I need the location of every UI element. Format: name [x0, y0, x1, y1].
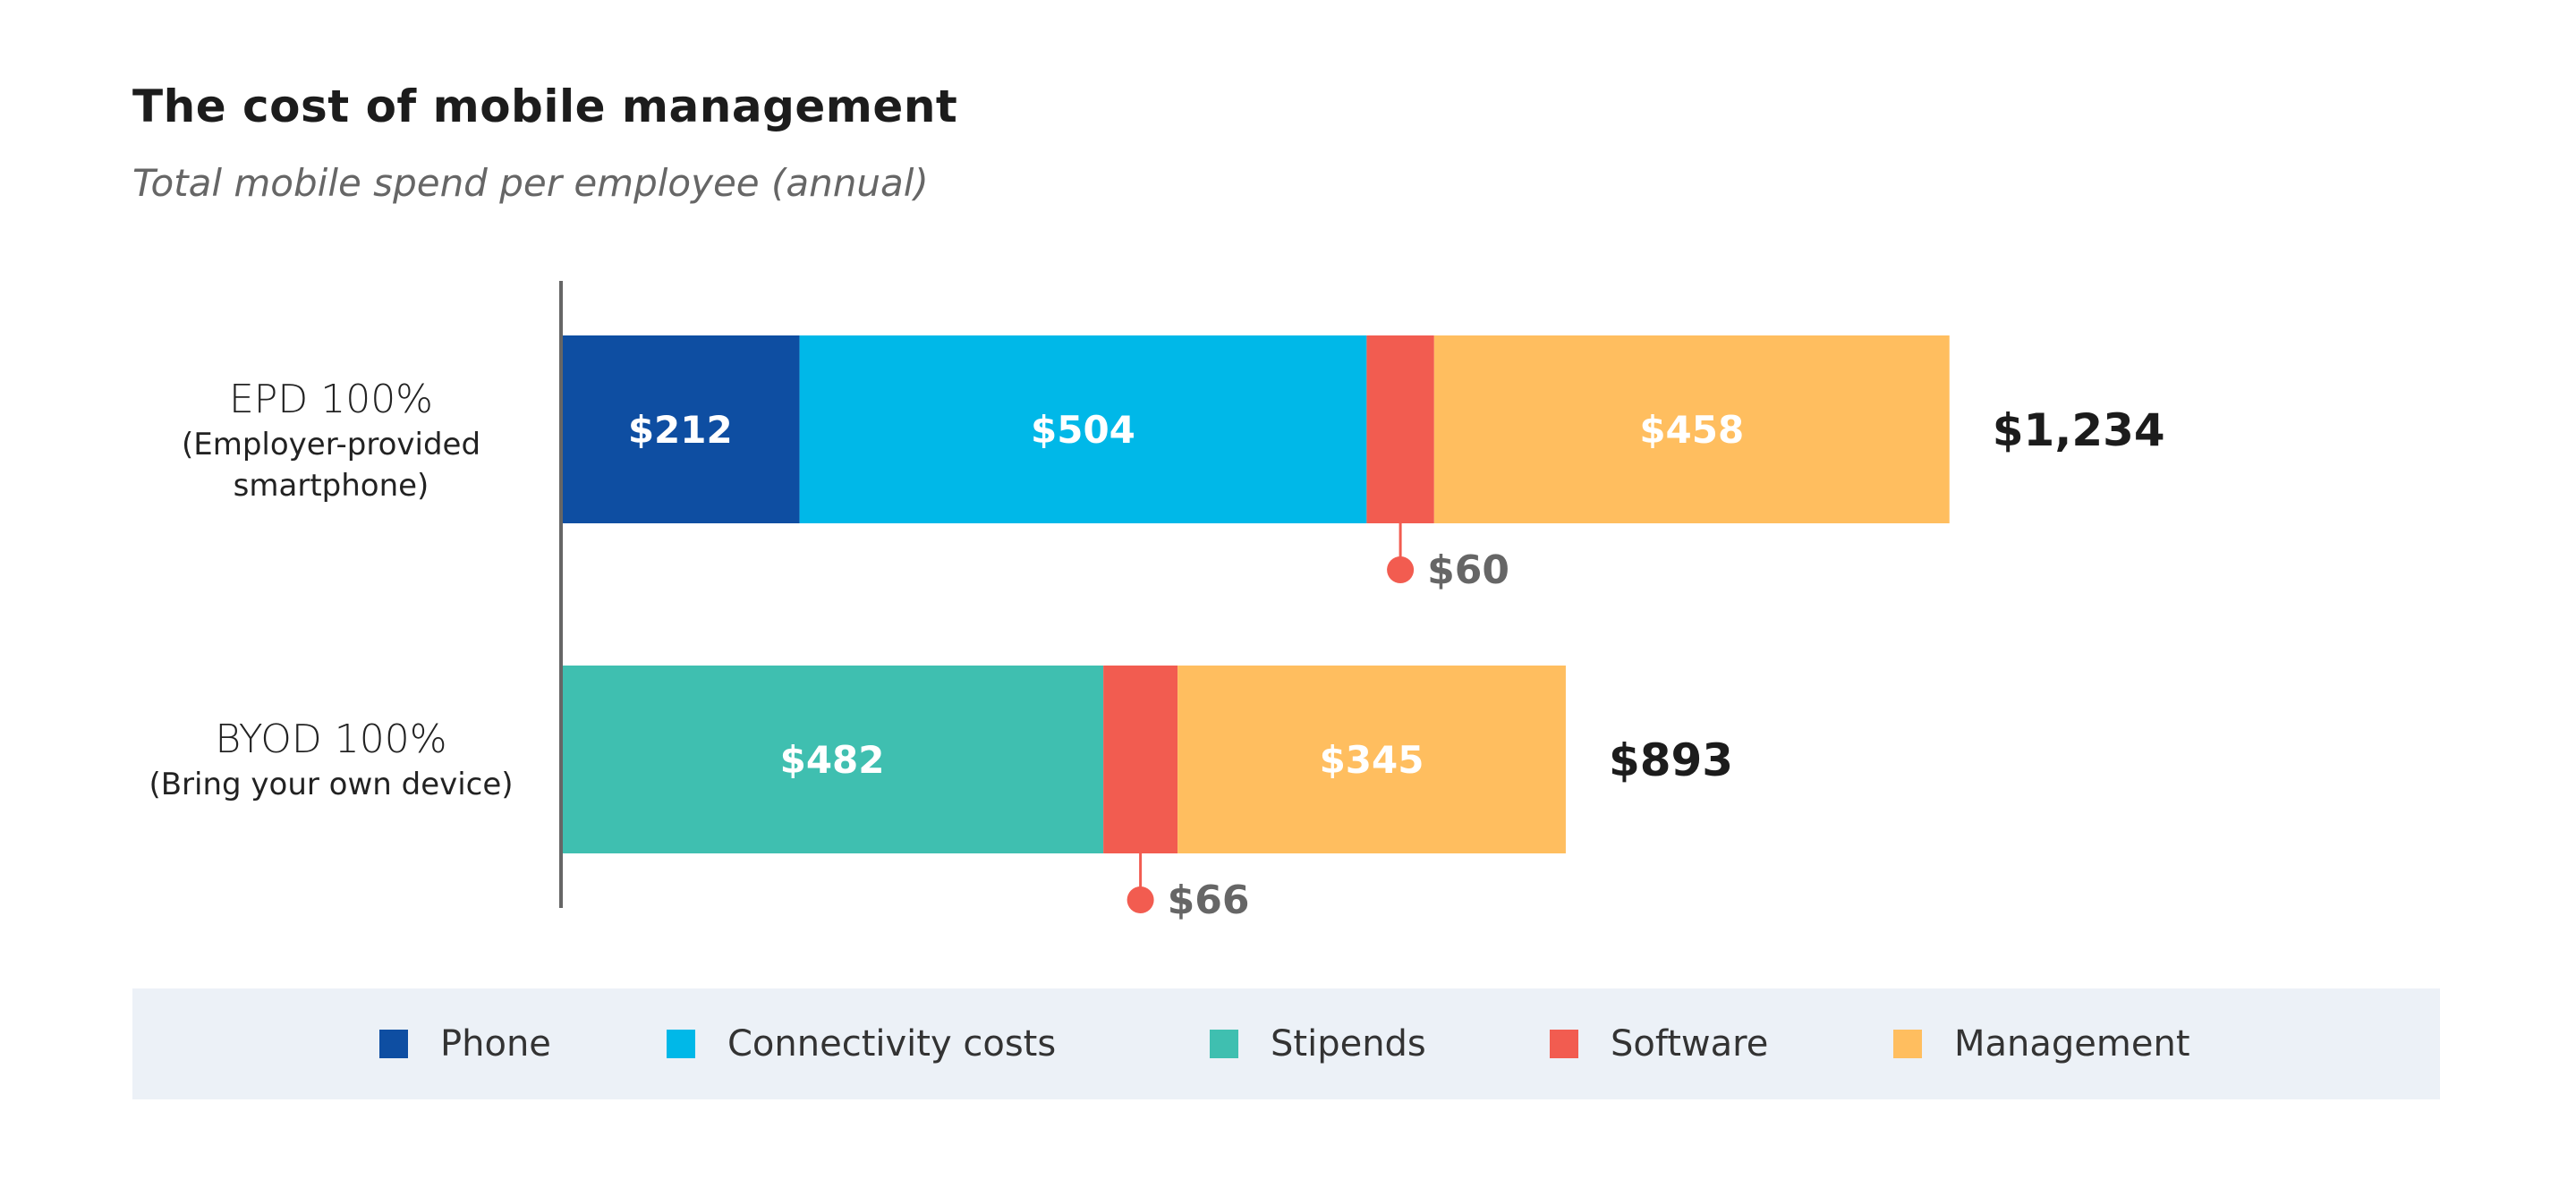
callout-dot	[1126, 886, 1154, 913]
legend-label: Software	[1611, 1023, 1769, 1065]
legend-item-management: Management	[1893, 988, 2190, 1099]
category-name: BYOD 100%	[215, 717, 447, 762]
segment-value-label: $504	[1031, 408, 1135, 452]
segment-value-label: $345	[1320, 738, 1424, 782]
stacked-bar-chart: $212 $504 $60 $458 $1,234 $482 $66 $345 $893	[559, 281, 2165, 923]
total-value-label: $1,234	[1993, 404, 2165, 456]
bar-segment-software	[1366, 335, 1434, 523]
legend-item-phone: Phone	[379, 988, 551, 1099]
legend-swatch	[667, 1030, 695, 1058]
callout-dot	[1387, 556, 1415, 583]
segment-value-label: $212	[628, 408, 733, 452]
legend-swatch	[379, 1030, 408, 1058]
legend-label: Management	[1954, 1023, 2190, 1065]
legend-label: Phone	[440, 1023, 551, 1065]
segment-value-label: $482	[780, 738, 885, 782]
legend: Phone Connectivity costs Stipends Softwa…	[132, 988, 2440, 1099]
category-desc-line2: smartphone)	[233, 468, 429, 504]
segment-value-label: $458	[1639, 408, 1744, 452]
legend-item-software: Software	[1550, 988, 1768, 1099]
total-value-label: $893	[1609, 734, 1733, 786]
legend-swatch	[1210, 1030, 1238, 1058]
bar-segment-software	[1103, 666, 1178, 853]
legend-item-stipends: Stipends	[1210, 988, 1426, 1099]
category-name: EPD 100%	[229, 377, 433, 422]
category-label-byod: BYOD 100% (Bring your own device)	[81, 716, 582, 805]
legend-item-connectivity: Connectivity costs	[667, 988, 1056, 1099]
legend-label: Connectivity costs	[727, 1023, 1057, 1065]
bar-segment-management	[1177, 666, 1566, 853]
bar-segment-phone	[561, 335, 800, 523]
category-label-epd: EPD 100% (Employer-provided smartphone)	[81, 376, 582, 506]
legend-swatch	[1550, 1030, 1578, 1058]
callout-value-label: $66	[1168, 878, 1250, 923]
chart-title: The cost of mobile management	[132, 81, 958, 132]
legend-swatch	[1893, 1030, 1922, 1058]
category-desc-line1: (Bring your own device)	[149, 767, 514, 802]
chart-subtitle: Total mobile spend per employee (annual)	[132, 161, 929, 205]
legend-label: Stipends	[1271, 1023, 1426, 1065]
bar-segment-management	[1433, 335, 1950, 523]
category-desc-line1: (Employer-provided	[181, 427, 481, 462]
bar-segment-connectivity-costs	[799, 335, 1367, 523]
bar-segment-stipends	[561, 666, 1104, 853]
callout-value-label: $60	[1427, 547, 1509, 593]
